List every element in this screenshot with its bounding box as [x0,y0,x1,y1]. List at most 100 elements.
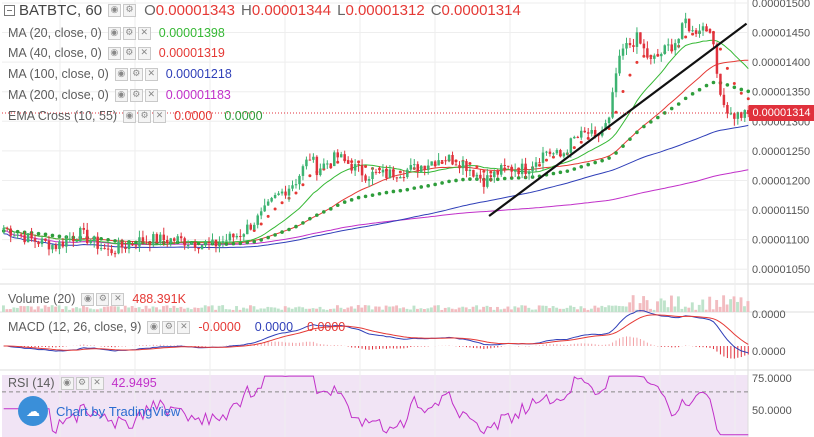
candle-body [308,159,312,161]
ema10-dot [635,60,639,64]
eye-icon[interactable]: ◉ [147,320,161,334]
gear-icon[interactable]: ⚙ [129,67,143,81]
legend-macd: MACD (12, 26, close, 9) ◉ ⚙ ✕ -0.0000 0.00… [8,320,345,334]
tradingview-branding[interactable]: ☁ Chart by TradingView [18,396,180,426]
close-icon[interactable]: ✕ [137,46,151,60]
candle-body [440,160,444,162]
candle-body [30,233,33,239]
candle-body [360,164,364,176]
price-tick-label: 0.00001100 [752,235,809,247]
close-icon[interactable]: ✕ [153,109,167,123]
ema10-dot [308,174,312,178]
candle-body [204,242,207,245]
volume-bar [322,309,325,312]
ema55-dot [287,227,291,232]
ma20-line [3,39,749,246]
gear-icon[interactable]: ⚙ [96,292,110,306]
eye-icon[interactable]: ◉ [81,292,95,306]
volume-bar [537,305,541,312]
eye-icon[interactable]: ◉ [108,4,122,17]
candle-body [673,43,677,51]
candle-body [691,30,694,32]
volume-bar [496,306,499,312]
candle-body [37,241,40,245]
volume-bar [130,306,134,312]
candle-body [517,170,520,175]
volume-bar [280,309,284,312]
ema10-dot [398,170,402,174]
close-icon[interactable]: ✕ [144,67,158,81]
close-icon[interactable]: ✕ [90,376,104,390]
ema55-dot [419,185,424,189]
ema55-dot [134,240,138,245]
close-icon[interactable]: ✕ [111,292,125,306]
candle-body [312,156,315,160]
candle-body [232,233,235,238]
candle-body [301,166,305,176]
gear-icon[interactable]: ⚙ [162,320,176,334]
eye-icon[interactable]: ◉ [107,46,121,60]
volume-bar [478,309,482,312]
ema55-dot [642,124,646,129]
volume-bar [12,307,16,312]
volume-bar [558,308,562,312]
gear-icon[interactable]: ⚙ [122,46,136,60]
gear-icon[interactable]: ⚙ [122,26,136,40]
branding-link[interactable]: TradingView [108,403,181,419]
eye-icon[interactable]: ◉ [114,88,128,102]
volume-bar [596,307,600,312]
volume-bar [419,308,423,312]
volume-bar [19,305,23,312]
volume-bar [562,308,566,312]
volume-bar [576,309,579,312]
volume-bar [388,306,392,312]
close-icon[interactable]: ✕ [144,88,158,102]
candle-body [381,169,385,173]
gear-icon[interactable]: ⚙ [75,376,89,390]
close-icon[interactable]: ✕ [177,320,191,334]
legend-rsi-controls: ◉ ⚙ ✕ [60,376,106,390]
candle-body [99,248,103,250]
candle-body [280,191,284,194]
ema10-dot [468,161,472,165]
volume-bar [429,307,433,312]
candle-body [12,235,16,237]
candle-body [607,117,611,124]
volume-bar [398,308,402,312]
candle-body [667,44,670,46]
gear-icon[interactable]: ⚙ [129,88,143,102]
candle-body [211,239,214,244]
candle-body [632,45,635,47]
candle-body [218,243,221,247]
candle-body [242,234,246,237]
ema55-dot [635,130,639,135]
eye-icon[interactable]: ◉ [123,109,137,123]
gear-icon[interactable]: ⚙ [123,4,137,17]
volume-bar [217,305,221,312]
volume-bar [266,306,270,312]
ema55-dot [711,80,716,85]
candle-body [200,244,204,250]
eye-icon[interactable]: ◉ [107,26,121,40]
candle-body [423,165,426,171]
legend-ma40-controls: ◉ ⚙ ✕ [107,46,153,60]
candle-body [166,240,169,244]
candle-body [214,239,218,247]
gear-icon[interactable]: ⚙ [138,109,152,123]
candle-body [635,32,639,47]
eye-icon[interactable]: ◉ [60,376,74,390]
volume-bar [141,309,145,312]
candle-body [392,169,395,178]
collapse-icon[interactable] [4,5,15,16]
candle-body [249,224,252,230]
legend-ema-value: 0.0000 [174,109,213,123]
legend-macd-hist: 0.0000 [307,320,346,334]
ema10-dot [475,165,479,169]
candle-body [506,165,510,167]
close-icon[interactable]: ✕ [137,26,151,40]
ema55-dot [690,92,695,96]
candle-body [541,152,545,163]
eye-icon[interactable]: ◉ [114,67,128,81]
volume-bar [374,306,378,312]
